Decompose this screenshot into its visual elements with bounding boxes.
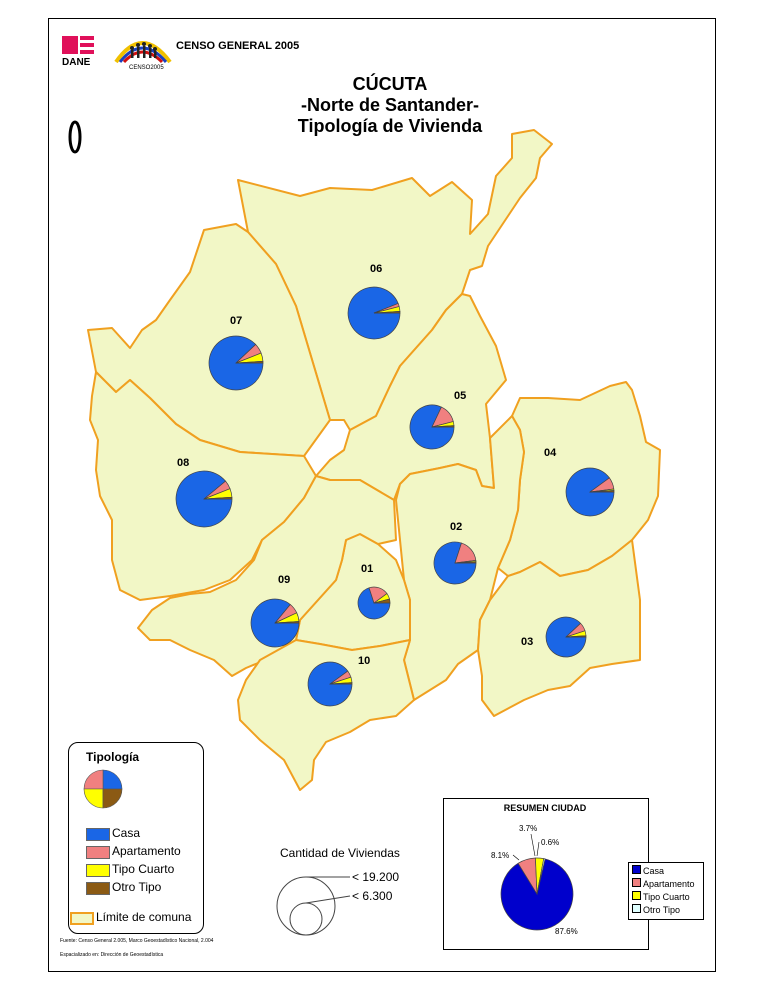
boundary-swatch [70, 912, 94, 925]
pie-layer [175, 286, 615, 707]
legend-label-tipo-cuarto: Tipo Cuarto [112, 862, 175, 876]
pie-comuna-04 [565, 467, 615, 517]
comuna-label-03: 03 [521, 636, 533, 648]
census-logo-text: CENSO2005 [129, 65, 164, 71]
summary-otro-tipo-swatch [632, 904, 641, 913]
comuna-09-area [137, 475, 397, 677]
comuna-label-01: 01 [361, 563, 373, 575]
legend-title: Tipología [86, 750, 140, 764]
pie-10-slice-3 [329, 682, 353, 685]
summary-legend-casa: Casa [632, 865, 664, 877]
made-by-note: Espacializado en: Dirección de Geoestadí… [60, 952, 164, 958]
legend-item-tipo-cuarto: Tipo Cuarto [86, 862, 206, 878]
summary-legend-otro-tipo: Otro Tipo [632, 904, 680, 916]
summary-tipo-cuarto-swatch [632, 891, 641, 900]
census-logo: CENSO2005 [114, 41, 172, 71]
comuna-label-06: 06 [370, 263, 382, 275]
comuna-label-05: 05 [454, 390, 466, 402]
summary-label-casa: 87.6% [555, 927, 578, 936]
comuna-label-10: 10 [358, 655, 370, 667]
legend-label-apartamento: Apartamento [112, 844, 181, 858]
pie-06-slice-3 [373, 310, 401, 314]
pie-09-slice-0 [250, 598, 300, 648]
summary-legend-apartamento: Apartamento [632, 878, 695, 890]
summary-title: RESUMEN CIUDAD [503, 803, 587, 813]
pie-comuna-01 [357, 586, 391, 620]
size-legend-large: < 19.200 [352, 870, 399, 884]
tipo-cuarto-swatch [86, 864, 110, 877]
comuna-label-04: 04 [544, 447, 557, 459]
comuna-label-08: 08 [177, 457, 189, 469]
summary-label-apartamento: 8.1% [491, 851, 509, 860]
dane-logo-text: DANE [62, 57, 91, 66]
dane-logo: DANE [62, 36, 94, 66]
source-note: Fuente: Censo General 2.005, Marco Geoes… [60, 938, 214, 944]
summary-casa-swatch [632, 865, 641, 874]
summary-apartamento-swatch [632, 878, 641, 887]
pie-08-slice-3 [203, 496, 233, 500]
summary-legend: Casa Apartamento Tipo Cuarto Otro Tipo [628, 862, 704, 920]
apartamento-swatch [86, 846, 110, 859]
comuna-label-09: 09 [278, 574, 290, 586]
title-department: -Norte de Santander- [300, 95, 480, 115]
legend-label-casa: Casa [112, 826, 141, 840]
comuna-label-02: 02 [450, 521, 462, 533]
size-legend: < 19.200 < 6.300 [276, 870, 399, 936]
casa-swatch [86, 828, 110, 841]
summary-pie [500, 857, 574, 931]
pie-04-slice-3 [589, 490, 615, 493]
title-theme: Tipología de Vivienda [297, 116, 483, 136]
summary-legend-label-casa: Casa [643, 866, 665, 876]
summary-legend-label-apartamento: Apartamento [643, 879, 695, 889]
legend-item-otro-tipo: Otro Tipo [86, 880, 206, 896]
legend-item-boundary: Límite de comuna [70, 910, 204, 926]
legend-item-casa: Casa [86, 826, 206, 842]
map-title: CÚCUTA -Norte de Santander- Tipología de… [240, 74, 540, 137]
pie-comuna-09 [250, 598, 300, 648]
otro-tipo-swatch [86, 882, 110, 895]
summary-legend-label-otro-tipo: Otro Tipo [643, 905, 681, 915]
legend-label-boundary: Límite de comuna [96, 910, 192, 924]
title-city: CÚCUTA [352, 74, 428, 94]
legend-label-otro-tipo: Otro Tipo [112, 880, 162, 894]
pie-01-slice-3 [373, 598, 391, 604]
pie-07-slice-3 [235, 360, 264, 364]
summary-label-tipo-cuarto: 3.7% [519, 824, 537, 833]
north-arrow-icon [68, 120, 82, 154]
pie-comuna-02 [433, 541, 477, 585]
census-label: CENSO GENERAL 2005 [176, 40, 300, 52]
pie-comuna-03 [545, 616, 587, 658]
legend-item-apartamento: Apartamento [86, 844, 206, 860]
comuna-06-area [237, 129, 553, 431]
summary-legend-tipo-cuarto: Tipo Cuarto [632, 891, 690, 903]
size-legend-small: < 6.300 [352, 889, 393, 903]
summary-chart: 3.7% 0.6% 8.1% 87.6% [491, 824, 578, 936]
comuna-label-07: 07 [230, 315, 242, 327]
pie-05-slice-3 [431, 425, 455, 428]
legend-quadrant-pie [83, 769, 123, 809]
pie-comuna-08 [175, 470, 233, 528]
size-legend-title: Cantidad de Viviendas [280, 846, 400, 860]
pie-comuna-10 [307, 661, 353, 707]
summary-label-otro-tipo: 0.6% [541, 838, 559, 847]
pie-comuna-06 [347, 286, 401, 340]
summary-pie-slice-3 [536, 858, 546, 895]
summary-legend-label-tipo-cuarto: Tipo Cuarto [643, 892, 690, 902]
pie-comuna-07 [208, 335, 264, 391]
pie-comuna-05 [409, 404, 455, 450]
pie-09-slice-3 [274, 621, 300, 624]
pie-03-slice-3 [565, 635, 587, 638]
comuna-10-area [237, 639, 415, 791]
pie-02-slice-3 [454, 561, 477, 564]
